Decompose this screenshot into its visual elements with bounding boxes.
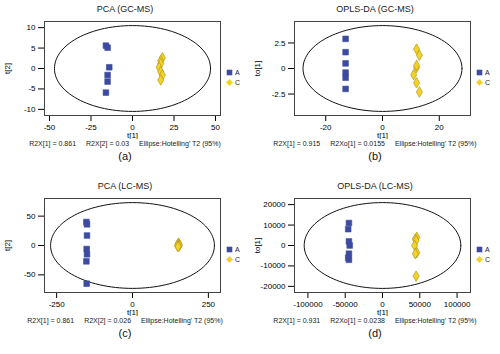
html-text:PCA (LC-MS): PCA (LC-MS)	[97, 181, 153, 191]
html-text:(c): (c)	[118, 327, 132, 339]
svg-text:0: 0	[380, 300, 385, 310]
svg-text:t[1]: t[1]	[127, 131, 138, 140]
svg-text:100000: 100000	[444, 300, 471, 309]
html-text:(b): (b)	[368, 150, 382, 162]
html-text:(d): (d)	[368, 327, 382, 339]
svg-text:0: 0	[380, 123, 385, 133]
html-text:A: A	[235, 245, 240, 253]
svg-text:-100000: -100000	[293, 300, 323, 309]
html-text:R2Xo[1] = 0.0155: R2Xo[1] = 0.0155	[330, 140, 385, 147]
html-text:R2X[1] = 0.931: R2X[1] = 0.931	[273, 317, 321, 324]
html-text:R2Xo[1] = 0.0238: R2Xo[1] = 0.0238	[330, 317, 385, 324]
svg-text:20: 20	[435, 123, 444, 132]
html-text:Ellipse:Hotelling' T2 (95%): Ellipse:Hotelling' T2 (95%)	[394, 317, 477, 324]
svg-text:-50000: -50000	[333, 300, 358, 309]
svg-text:-2.5: -2.5	[272, 90, 286, 99]
svg-text:to[1]: to[1]	[253, 61, 262, 77]
svg-text:10000: 10000	[263, 221, 286, 230]
html-text:OPLS-DA (LC-MS): OPLS-DA (LC-MS)	[337, 181, 413, 191]
svg-text:-10000: -10000	[261, 261, 286, 270]
html-text:C: C	[485, 78, 491, 86]
svg-text:0: 0	[130, 123, 135, 133]
svg-text:t[2]: t[2]	[3, 63, 12, 74]
svg-text:-5: -5	[28, 84, 36, 93]
svg-text:-25: -25	[85, 123, 97, 132]
svg-text:t[1]: t[1]	[127, 308, 138, 317]
svg-text:50000: 50000	[409, 300, 432, 309]
svg-text:5: 5	[31, 44, 36, 53]
svg-text:t[1]: t[1]	[377, 131, 388, 140]
svg-text:-50: -50	[24, 270, 36, 279]
html-text:Ellipse:Hotelling' T2 (95%): Ellipse:Hotelling' T2 (95%)	[139, 140, 221, 147]
html-text:Ellipse:Hotelling' T2 (95%): Ellipse:Hotelling' T2 (95%)	[141, 317, 223, 324]
svg-text:0: 0	[31, 241, 36, 250]
html-text:PCA (GC-MS): PCA (GC-MS)	[96, 4, 154, 14]
html-text:R2X[1] = 0.861: R2X[1] = 0.861	[29, 140, 77, 147]
html-text:R2X[2] = 0.03: R2X[2] = 0.03	[86, 140, 130, 147]
svg-text:2.5: 2.5	[274, 39, 286, 48]
svg-text:-50: -50	[44, 123, 56, 132]
html-text:C: C	[485, 255, 491, 263]
svg-text:10: 10	[27, 23, 36, 32]
svg-text:20000: 20000	[263, 200, 286, 209]
svg-text:-250: -250	[49, 300, 66, 309]
html-text:R2X[2] = 0.026: R2X[2] = 0.026	[84, 317, 131, 324]
svg-text:50: 50	[211, 123, 220, 132]
html-text:R2X[1] = 0.915: R2X[1] = 0.915	[273, 140, 321, 147]
html-text:A: A	[485, 68, 490, 76]
html-text:OPLS-DA (GC-MS): OPLS-DA (GC-MS)	[336, 4, 414, 14]
html-text:R2X[1] = 0.861: R2X[1] = 0.861	[27, 317, 75, 324]
svg-text:250: 250	[202, 300, 216, 309]
svg-text:-10: -10	[24, 105, 36, 114]
svg-text:t[1]: t[1]	[377, 308, 388, 317]
svg-text:t[2]: t[2]	[3, 240, 12, 251]
svg-text:50: 50	[27, 212, 36, 221]
svg-text:-20000: -20000	[261, 282, 286, 291]
html-text:A: A	[485, 245, 490, 253]
html-text:Ellipse:Hotelling' T2 (95%): Ellipse:Hotelling' T2 (95%)	[394, 140, 477, 147]
svg-text:-20: -20	[320, 123, 332, 132]
html-text:C: C	[235, 78, 241, 86]
svg-text:to[1]: to[1]	[253, 238, 262, 254]
svg-text:0: 0	[31, 64, 36, 73]
svg-text:25: 25	[170, 123, 179, 132]
svg-text:0: 0	[130, 300, 135, 310]
html-text:C: C	[235, 255, 241, 263]
html-text:(a): (a)	[118, 150, 132, 162]
svg-text:0: 0	[281, 241, 286, 250]
html-text:A: A	[235, 68, 240, 76]
svg-text:0: 0	[281, 64, 286, 73]
